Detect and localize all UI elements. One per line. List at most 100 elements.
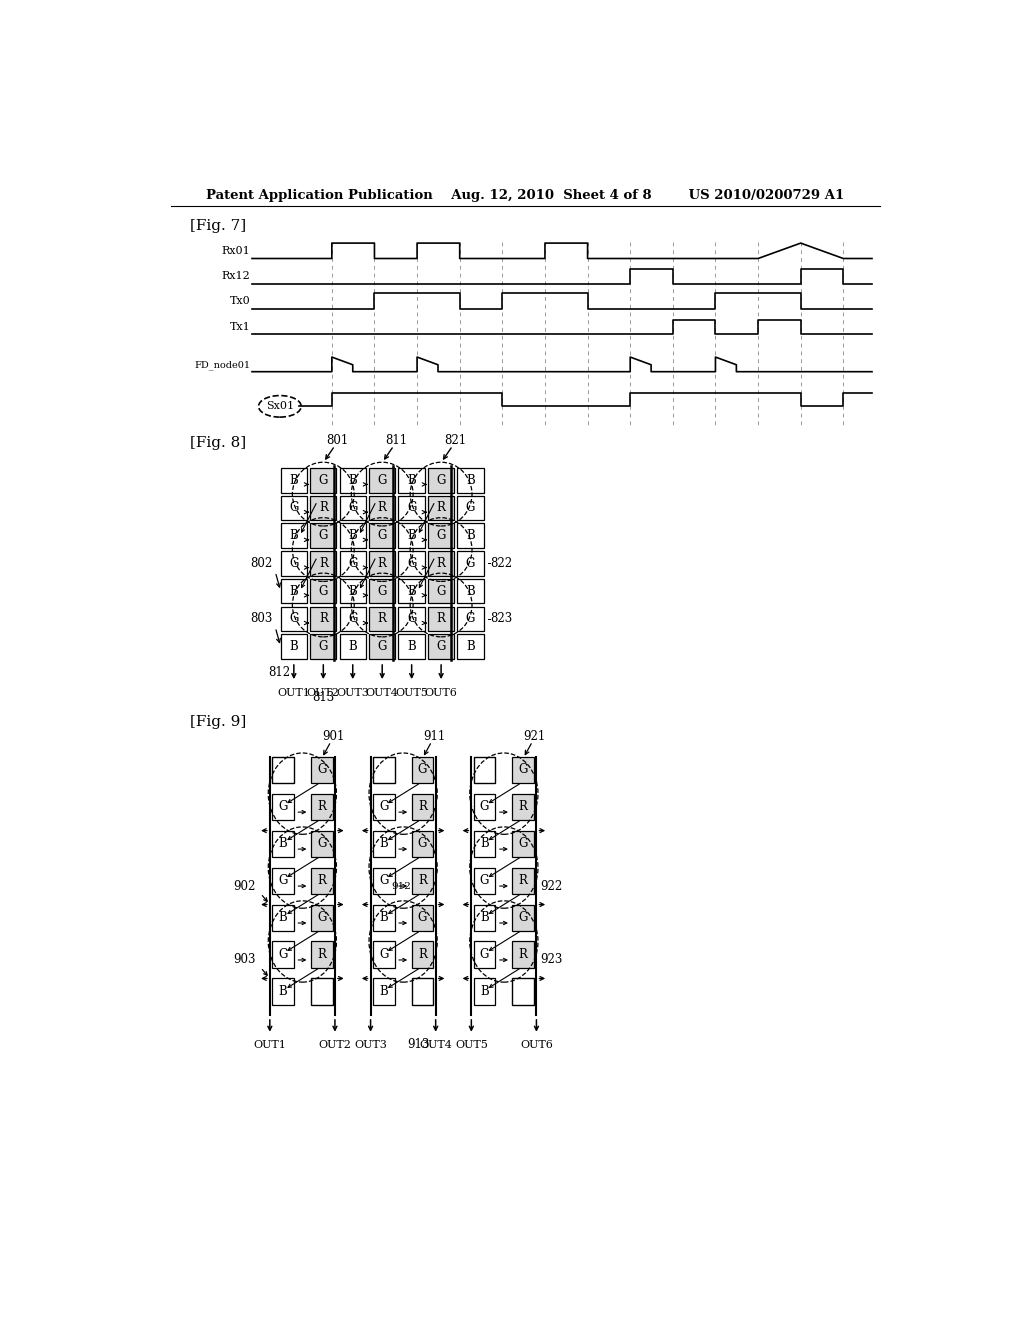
- Text: B: B: [466, 640, 475, 653]
- Text: 823: 823: [489, 612, 512, 626]
- Text: 921: 921: [523, 730, 546, 743]
- FancyBboxPatch shape: [272, 978, 294, 1005]
- FancyBboxPatch shape: [428, 635, 455, 659]
- FancyBboxPatch shape: [369, 496, 395, 520]
- Text: R: R: [378, 557, 387, 570]
- Text: OUT1: OUT1: [278, 688, 310, 698]
- FancyBboxPatch shape: [310, 607, 337, 631]
- Text: G: G: [318, 640, 328, 653]
- FancyBboxPatch shape: [458, 579, 483, 603]
- FancyBboxPatch shape: [398, 524, 425, 548]
- Text: R: R: [519, 874, 527, 887]
- Text: B: B: [466, 529, 475, 543]
- Text: 811: 811: [385, 434, 408, 447]
- Text: R: R: [436, 502, 445, 515]
- FancyBboxPatch shape: [428, 496, 455, 520]
- Text: G: G: [466, 502, 475, 515]
- FancyBboxPatch shape: [369, 524, 395, 548]
- Text: G: G: [318, 474, 328, 487]
- Text: B: B: [408, 585, 416, 598]
- Text: B: B: [466, 585, 475, 598]
- Text: B: B: [408, 529, 416, 543]
- Text: G: G: [379, 800, 388, 813]
- Text: G: G: [378, 640, 387, 653]
- FancyBboxPatch shape: [398, 552, 425, 576]
- Text: B: B: [348, 585, 357, 598]
- Text: Sx01: Sx01: [266, 401, 294, 412]
- FancyBboxPatch shape: [373, 904, 394, 931]
- Text: OUT5: OUT5: [455, 1040, 487, 1049]
- FancyBboxPatch shape: [428, 579, 455, 603]
- Text: 822: 822: [489, 557, 512, 570]
- Text: B: B: [290, 474, 298, 487]
- FancyBboxPatch shape: [412, 793, 433, 820]
- FancyBboxPatch shape: [412, 756, 433, 783]
- FancyBboxPatch shape: [369, 579, 395, 603]
- FancyBboxPatch shape: [398, 635, 425, 659]
- Text: G: G: [348, 612, 357, 626]
- FancyBboxPatch shape: [272, 830, 294, 857]
- FancyBboxPatch shape: [281, 635, 307, 659]
- Text: G: G: [407, 502, 417, 515]
- FancyBboxPatch shape: [340, 496, 366, 520]
- Text: OUT3: OUT3: [354, 1040, 387, 1049]
- FancyBboxPatch shape: [474, 830, 496, 857]
- FancyBboxPatch shape: [428, 469, 455, 492]
- FancyBboxPatch shape: [369, 469, 395, 492]
- Text: G: G: [279, 800, 288, 813]
- Text: [Fig. 7]: [Fig. 7]: [190, 219, 246, 234]
- Text: 812: 812: [268, 667, 290, 680]
- Text: Rx01: Rx01: [222, 246, 251, 256]
- Text: OUT6: OUT6: [425, 688, 458, 698]
- Text: 901: 901: [323, 730, 344, 743]
- FancyBboxPatch shape: [458, 635, 483, 659]
- FancyBboxPatch shape: [272, 904, 294, 931]
- FancyBboxPatch shape: [373, 978, 394, 1005]
- Text: [Fig. 9]: [Fig. 9]: [190, 715, 246, 729]
- FancyBboxPatch shape: [373, 867, 394, 894]
- Text: 802: 802: [251, 557, 273, 570]
- Text: OUT3: OUT3: [336, 688, 370, 698]
- FancyBboxPatch shape: [310, 552, 337, 576]
- FancyBboxPatch shape: [398, 496, 425, 520]
- Text: 803: 803: [251, 612, 273, 626]
- FancyBboxPatch shape: [281, 607, 307, 631]
- Text: G: G: [378, 585, 387, 598]
- FancyBboxPatch shape: [412, 978, 433, 1005]
- Text: G: G: [348, 557, 357, 570]
- FancyBboxPatch shape: [474, 793, 496, 820]
- Text: R: R: [378, 612, 387, 626]
- Text: 813: 813: [312, 690, 335, 704]
- FancyBboxPatch shape: [340, 552, 366, 576]
- Text: G: G: [289, 612, 299, 626]
- Text: G: G: [348, 502, 357, 515]
- Text: B: B: [348, 474, 357, 487]
- Text: G: G: [436, 529, 445, 543]
- Text: G: G: [407, 612, 417, 626]
- Text: G: G: [466, 612, 475, 626]
- FancyBboxPatch shape: [311, 756, 333, 783]
- FancyBboxPatch shape: [458, 552, 483, 576]
- Text: B: B: [408, 474, 416, 487]
- Text: G: G: [418, 837, 427, 850]
- FancyBboxPatch shape: [398, 469, 425, 492]
- FancyBboxPatch shape: [369, 607, 395, 631]
- Text: OUT4: OUT4: [419, 1040, 453, 1049]
- Text: G: G: [317, 763, 327, 776]
- FancyBboxPatch shape: [412, 830, 433, 857]
- FancyBboxPatch shape: [340, 607, 366, 631]
- Text: OUT4: OUT4: [366, 688, 398, 698]
- FancyBboxPatch shape: [369, 635, 395, 659]
- Text: OUT2: OUT2: [318, 1040, 351, 1049]
- FancyBboxPatch shape: [281, 552, 307, 576]
- FancyBboxPatch shape: [428, 607, 455, 631]
- Text: G: G: [518, 911, 528, 924]
- Text: R: R: [378, 502, 387, 515]
- FancyBboxPatch shape: [474, 941, 496, 968]
- Text: B: B: [480, 985, 488, 998]
- Text: G: G: [378, 474, 387, 487]
- FancyBboxPatch shape: [281, 524, 307, 548]
- FancyBboxPatch shape: [512, 830, 535, 857]
- FancyBboxPatch shape: [474, 978, 496, 1005]
- FancyBboxPatch shape: [412, 941, 433, 968]
